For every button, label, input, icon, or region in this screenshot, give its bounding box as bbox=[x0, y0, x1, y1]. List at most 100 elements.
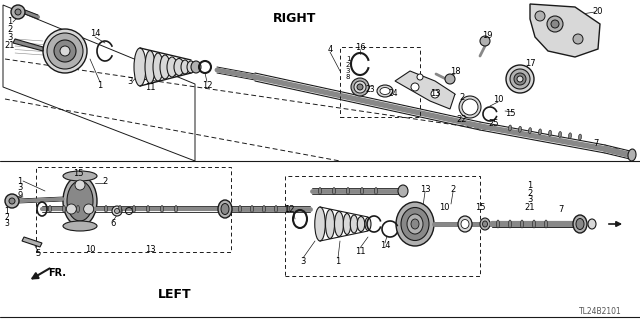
Text: 5: 5 bbox=[35, 249, 40, 258]
Circle shape bbox=[15, 9, 21, 15]
Ellipse shape bbox=[365, 218, 371, 231]
Text: 2: 2 bbox=[8, 26, 13, 34]
Text: 1: 1 bbox=[335, 256, 340, 265]
Text: 23: 23 bbox=[365, 85, 375, 93]
Ellipse shape bbox=[461, 219, 469, 228]
Ellipse shape bbox=[354, 81, 366, 93]
Circle shape bbox=[9, 198, 15, 204]
Text: 3: 3 bbox=[17, 183, 22, 192]
Circle shape bbox=[445, 74, 455, 84]
Text: 24: 24 bbox=[388, 90, 398, 99]
Text: 3: 3 bbox=[527, 196, 532, 204]
Ellipse shape bbox=[548, 130, 552, 136]
Ellipse shape bbox=[497, 220, 499, 228]
Text: 3: 3 bbox=[346, 68, 350, 74]
Ellipse shape bbox=[218, 200, 232, 218]
Ellipse shape bbox=[63, 221, 97, 231]
Text: 21: 21 bbox=[4, 41, 15, 50]
Text: 10: 10 bbox=[439, 203, 449, 211]
Ellipse shape bbox=[63, 176, 97, 226]
Ellipse shape bbox=[54, 40, 76, 62]
Text: 2: 2 bbox=[451, 184, 456, 194]
Circle shape bbox=[67, 204, 76, 214]
Ellipse shape bbox=[350, 215, 358, 233]
Circle shape bbox=[551, 20, 559, 28]
Ellipse shape bbox=[333, 188, 335, 195]
Circle shape bbox=[573, 34, 583, 44]
Text: 12: 12 bbox=[202, 80, 212, 90]
Ellipse shape bbox=[191, 61, 201, 73]
Circle shape bbox=[431, 90, 439, 98]
Ellipse shape bbox=[90, 205, 93, 212]
Text: 10: 10 bbox=[493, 94, 503, 103]
Ellipse shape bbox=[559, 131, 561, 137]
Ellipse shape bbox=[568, 133, 572, 139]
Ellipse shape bbox=[115, 209, 120, 213]
Text: 1: 1 bbox=[17, 176, 22, 186]
Ellipse shape bbox=[145, 50, 155, 84]
Text: 15: 15 bbox=[475, 203, 485, 211]
Text: 21: 21 bbox=[525, 203, 535, 211]
Ellipse shape bbox=[407, 214, 423, 234]
Text: FR.: FR. bbox=[48, 268, 66, 278]
Text: TL24B2101: TL24B2101 bbox=[579, 307, 621, 315]
Ellipse shape bbox=[315, 207, 325, 241]
Ellipse shape bbox=[275, 205, 278, 212]
Circle shape bbox=[547, 16, 563, 32]
Circle shape bbox=[411, 83, 419, 91]
Ellipse shape bbox=[380, 87, 390, 94]
Ellipse shape bbox=[67, 181, 93, 221]
Text: RIGHT: RIGHT bbox=[273, 12, 317, 26]
Ellipse shape bbox=[161, 205, 163, 212]
Ellipse shape bbox=[483, 221, 488, 227]
Text: 1: 1 bbox=[4, 206, 10, 216]
Ellipse shape bbox=[411, 219, 419, 229]
Ellipse shape bbox=[510, 69, 530, 89]
Ellipse shape bbox=[153, 53, 163, 81]
Text: 13: 13 bbox=[429, 90, 440, 99]
Text: 19: 19 bbox=[482, 31, 492, 40]
Ellipse shape bbox=[517, 76, 523, 82]
Ellipse shape bbox=[396, 202, 434, 246]
Ellipse shape bbox=[351, 78, 369, 96]
Text: 15: 15 bbox=[505, 109, 515, 118]
Ellipse shape bbox=[160, 55, 170, 79]
Ellipse shape bbox=[132, 205, 136, 212]
Text: 1: 1 bbox=[527, 182, 532, 190]
Ellipse shape bbox=[49, 205, 51, 212]
Ellipse shape bbox=[47, 33, 83, 69]
Polygon shape bbox=[22, 237, 42, 247]
Text: 7: 7 bbox=[593, 139, 598, 149]
Text: 2: 2 bbox=[460, 93, 465, 101]
Ellipse shape bbox=[374, 188, 378, 195]
Bar bbox=[285, 176, 480, 276]
Circle shape bbox=[84, 204, 93, 214]
Text: 8: 8 bbox=[346, 74, 350, 80]
Text: 11: 11 bbox=[355, 247, 365, 256]
Ellipse shape bbox=[588, 219, 596, 229]
Polygon shape bbox=[13, 39, 43, 51]
Text: 11: 11 bbox=[145, 83, 156, 92]
Text: 1: 1 bbox=[346, 56, 350, 62]
Ellipse shape bbox=[545, 220, 547, 228]
Text: 3: 3 bbox=[300, 256, 306, 265]
Ellipse shape bbox=[63, 171, 97, 181]
Text: 18: 18 bbox=[450, 66, 460, 76]
Ellipse shape bbox=[187, 61, 195, 73]
Text: 3: 3 bbox=[7, 33, 13, 42]
Text: 4: 4 bbox=[328, 44, 333, 54]
Ellipse shape bbox=[529, 128, 532, 134]
Ellipse shape bbox=[63, 205, 65, 212]
Ellipse shape bbox=[77, 205, 79, 212]
Ellipse shape bbox=[60, 46, 70, 56]
Text: 12: 12 bbox=[284, 204, 294, 213]
Circle shape bbox=[417, 74, 423, 80]
Text: 15: 15 bbox=[73, 169, 83, 179]
Ellipse shape bbox=[377, 85, 393, 97]
Text: 10: 10 bbox=[84, 244, 95, 254]
Ellipse shape bbox=[175, 205, 177, 212]
Ellipse shape bbox=[398, 185, 408, 197]
Ellipse shape bbox=[459, 96, 481, 118]
Ellipse shape bbox=[262, 205, 266, 212]
Ellipse shape bbox=[221, 204, 229, 214]
